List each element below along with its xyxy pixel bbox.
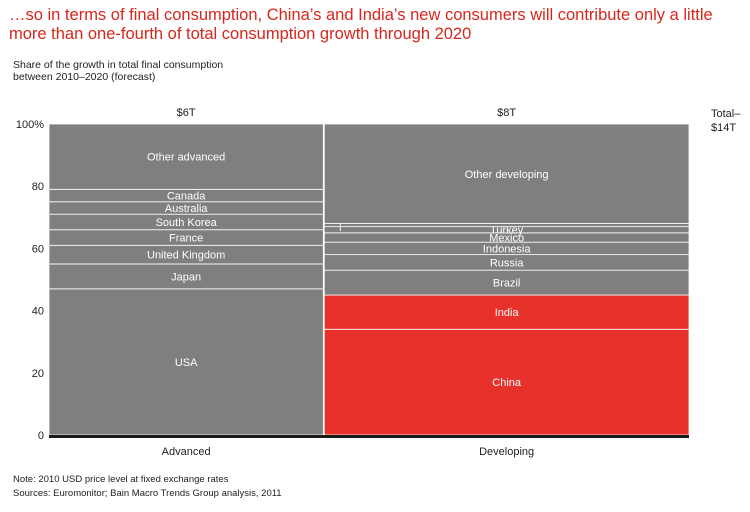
segment-label-other-developing: Other developing <box>465 169 549 181</box>
segment-label-indonesia: Indonesia <box>483 243 532 255</box>
segment-label-other-advanced: Other advanced <box>147 152 225 164</box>
segment-label-japan: Japan <box>171 271 201 283</box>
x-category-label: Advanced <box>162 446 211 458</box>
segment-label-usa: USA <box>175 357 198 369</box>
chart-note: Note: 2010 USD price level at fixed exch… <box>13 474 229 485</box>
segment-brazil <box>323 269 690 296</box>
column-total-label: $8T <box>497 107 516 119</box>
y-tick-label: 60 <box>32 243 44 255</box>
segment-label-russia: Russia <box>490 257 525 269</box>
chart-subtitle: Share of the growth in total final consu… <box>13 59 223 83</box>
y-tick-label: 20 <box>32 368 44 380</box>
subtitle-line-1: Share of the growth in total final consu… <box>13 59 224 71</box>
y-tick-label: 80 <box>32 181 44 193</box>
column-total-label: $6T <box>177 107 196 119</box>
grand-total-label: Total– <box>711 108 741 120</box>
segment-label-mexico: Mexico <box>489 233 524 245</box>
segment-japan <box>48 263 324 290</box>
segment-label-brazil: Brazil <box>493 278 521 290</box>
y-tick-label: 100% <box>16 119 44 131</box>
grand-total-value: $14T <box>711 122 736 134</box>
segment-label-india: India <box>495 307 520 319</box>
segment-label-france: France <box>169 233 203 245</box>
x-axis-line <box>49 435 689 438</box>
segment-label-australia: Australia <box>165 203 209 215</box>
segment-label-south-korea: South Korea <box>156 217 218 229</box>
segment-usa <box>48 288 324 436</box>
segment-label-united-kingdom: United Kingdom <box>147 250 225 262</box>
segment-other-developing <box>323 123 690 224</box>
y-tick-label: 0 <box>38 430 44 442</box>
segment-other-advanced <box>48 123 324 190</box>
x-category-label: Developing <box>479 446 534 458</box>
segment-india <box>323 294 690 330</box>
segment-label-canada: Canada <box>167 191 206 203</box>
chart-headline: …so in terms of final consumption, China… <box>9 6 713 43</box>
y-tick-label: 40 <box>32 306 44 318</box>
segment-label-turkey: Turkey <box>490 225 524 237</box>
segment-label-china: China <box>492 377 522 389</box>
segment-egypt <box>323 223 690 228</box>
chart-sources: Sources: Euromonitor; Bain Macro Trends … <box>13 488 282 499</box>
subtitle-line-2: between 2010–2020 (forecast) <box>13 71 156 83</box>
